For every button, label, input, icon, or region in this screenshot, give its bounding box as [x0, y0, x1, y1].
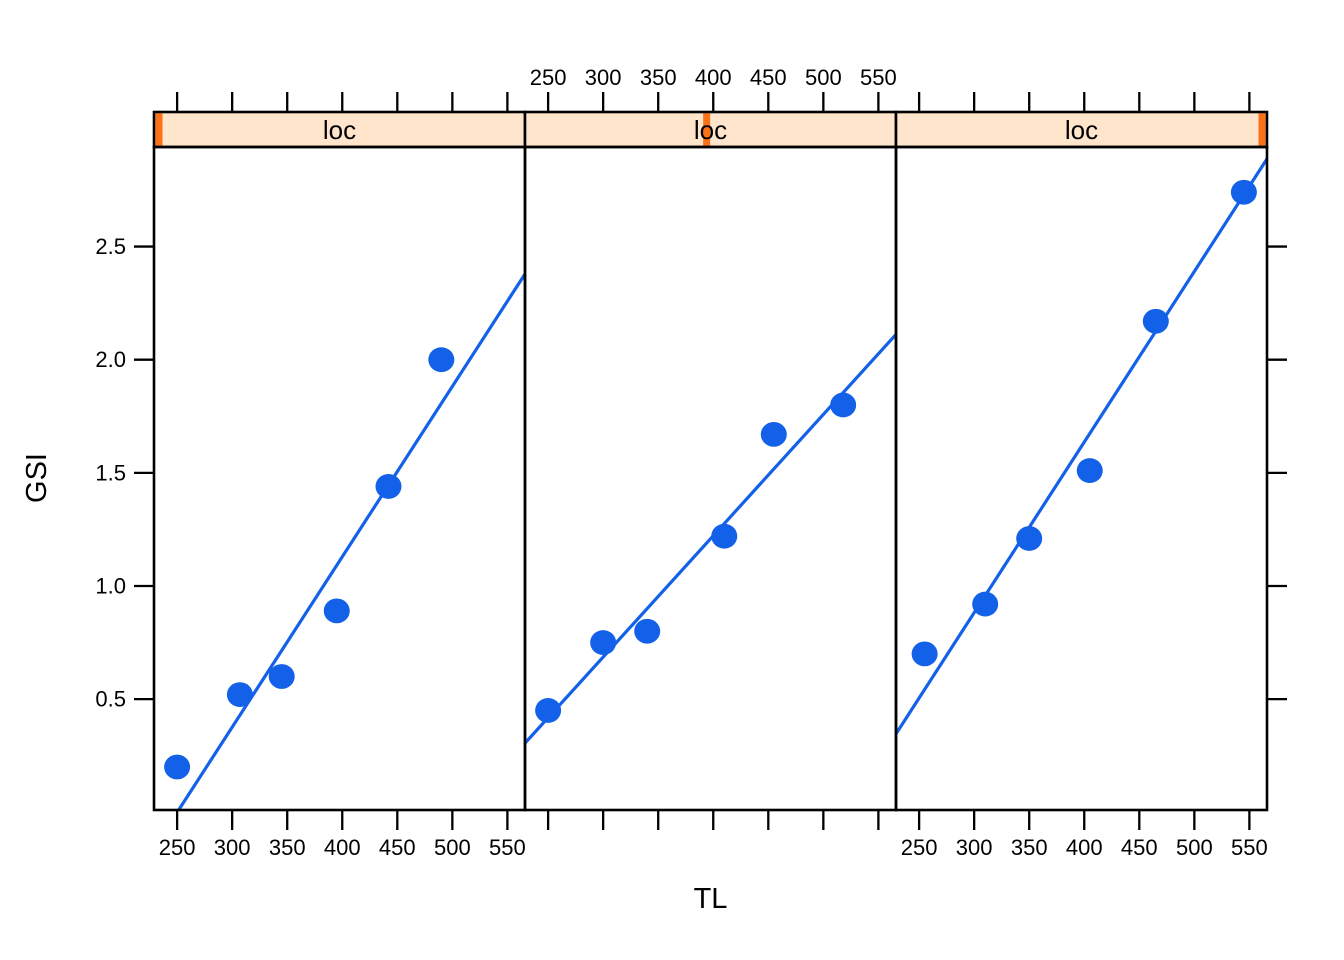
x-tick-label-bottom: 500 [434, 835, 471, 860]
strip-shingle-marker-icon [1258, 113, 1266, 146]
data-point [226, 682, 253, 707]
x-tick-label-top: 400 [695, 65, 732, 90]
x-tick-label-top: 350 [640, 65, 677, 90]
facet-strip-label: loc [1065, 115, 1098, 145]
panel-data-layer [164, 273, 524, 809]
panel-data-layer [526, 333, 895, 745]
x-tick-label-top: 250 [530, 65, 567, 90]
data-point [535, 698, 562, 723]
data-point [711, 523, 738, 549]
y-tick-label: 2.0 [95, 347, 126, 372]
facet-strip [896, 112, 1267, 147]
x-tick-label-bottom: 450 [379, 835, 416, 860]
strip-shingle-marker-icon [155, 113, 163, 146]
data-point [164, 754, 191, 780]
panel-border [894, 145, 1269, 812]
regression-line [897, 157, 1266, 735]
data-point [590, 630, 617, 655]
data-point [911, 641, 938, 667]
strip-shingle-marker-icon [703, 113, 711, 146]
data-point [760, 421, 787, 447]
data-point [972, 591, 999, 617]
x-tick-label-bottom: 250 [901, 835, 938, 860]
x-axis-label: TL [694, 883, 728, 915]
data-point [830, 392, 857, 418]
x-tick-label-bottom: 250 [159, 835, 196, 860]
x-tick-label-bottom: 300 [956, 835, 993, 860]
data-point [1230, 179, 1257, 205]
y-tick-label: 1.5 [95, 460, 126, 485]
x-tick-label-bottom: 500 [1176, 835, 1213, 860]
facet-strip-label: loc [323, 115, 356, 145]
x-tick-label-bottom: 350 [269, 835, 306, 860]
x-tick-label-bottom: 300 [214, 835, 251, 860]
x-tick-label-top: 450 [750, 65, 787, 90]
data-point [1142, 308, 1169, 334]
x-tick-label-top: 300 [585, 65, 622, 90]
facet-strip [154, 112, 525, 147]
data-point [375, 474, 402, 499]
data-point [268, 664, 295, 689]
panel-data-layer [897, 157, 1266, 735]
y-tick-label: 0.5 [95, 687, 126, 712]
x-tick-label-top: 550 [860, 65, 897, 90]
facet-strip [525, 112, 896, 147]
data-point [428, 347, 455, 373]
data-point [1016, 526, 1043, 551]
x-tick-label-bottom: 550 [489, 835, 526, 860]
y-tick-label: 2.5 [95, 234, 126, 259]
x-tick-label-bottom: 550 [1231, 835, 1268, 860]
regression-line [177, 273, 524, 809]
x-tick-label-top: 500 [805, 65, 842, 90]
y-axis-label: GSI [21, 453, 53, 503]
data-point [323, 598, 350, 624]
data-point [634, 618, 661, 644]
facet-strip-label: loc [694, 115, 727, 145]
x-tick-label-bottom: 350 [1011, 835, 1048, 860]
data-point [1076, 458, 1103, 483]
y-tick-label: 1.0 [95, 573, 126, 598]
x-tick-label-bottom: 400 [1066, 835, 1103, 860]
x-tick-label-bottom: 450 [1121, 835, 1158, 860]
x-tick-label-bottom: 400 [324, 835, 361, 860]
